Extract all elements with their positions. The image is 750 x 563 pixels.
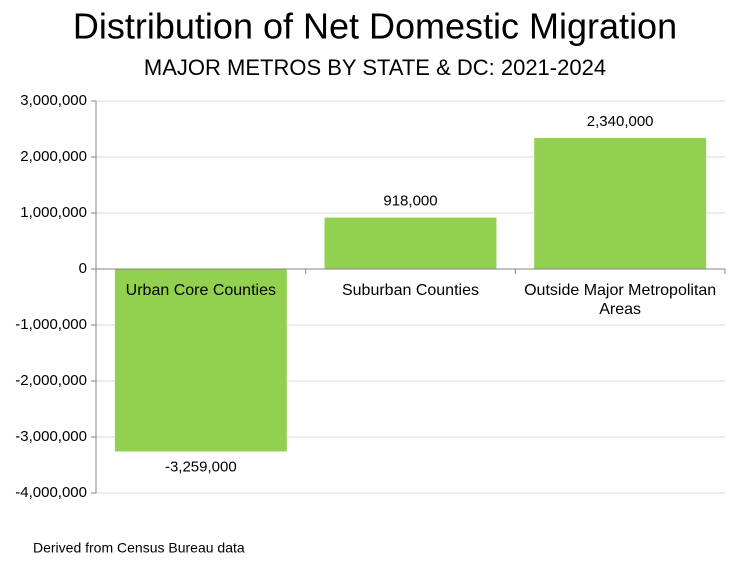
- y-tick-label: 0: [79, 260, 87, 277]
- chart-subtitle: MAJOR METROS BY STATE & DC: 2021-2024: [144, 55, 606, 80]
- bar: [534, 137, 707, 269]
- x-tick-label: Suburban Counties: [341, 282, 479, 299]
- y-tick-label: 1,000,000: [20, 204, 87, 221]
- y-tick-label: -4,000,000: [15, 484, 87, 501]
- y-tick-label: 3,000,000: [20, 92, 87, 109]
- chart-title: Distribution of Net Domestic Migration: [73, 6, 677, 47]
- x-tick-label: Urban Core Counties: [125, 282, 276, 299]
- bar: [324, 217, 497, 269]
- value-label: 2,340,000: [587, 113, 654, 130]
- y-tick-label: -3,000,000: [15, 428, 87, 445]
- y-tick-label: 2,000,000: [20, 148, 87, 165]
- value-label: -3,259,000: [165, 458, 237, 475]
- source-note: Derived from Census Bureau data: [33, 540, 245, 556]
- x-tick-label: Outside Major Metropolitan Areas: [524, 282, 717, 318]
- bar: [114, 269, 287, 452]
- y-tick-label: -2,000,000: [15, 372, 87, 389]
- value-label: 918,000: [383, 193, 437, 210]
- y-tick-label: -1,000,000: [15, 316, 87, 333]
